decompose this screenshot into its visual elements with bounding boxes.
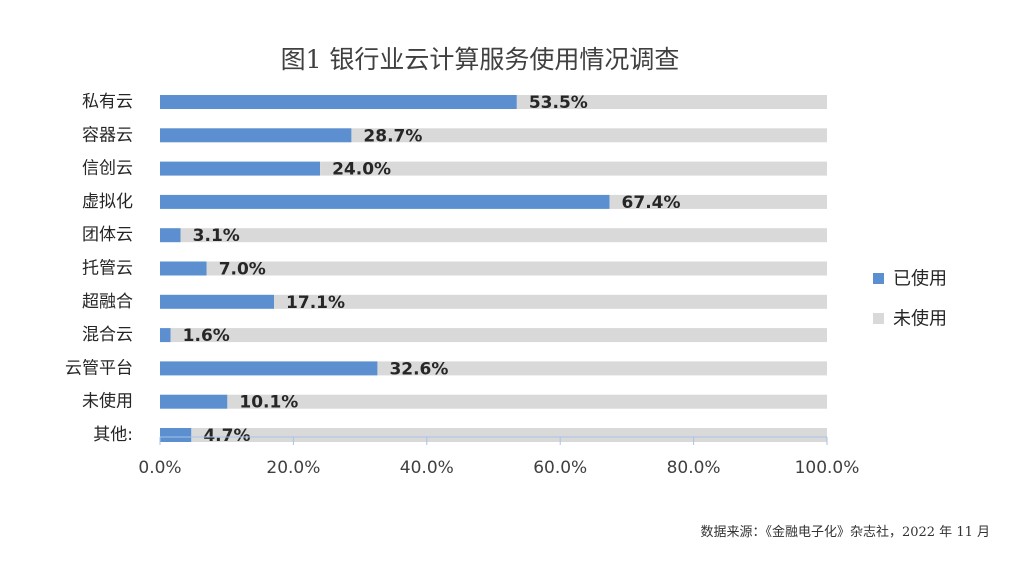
bar-unused — [516, 95, 827, 109]
x-tick-label: 80.0% — [667, 458, 721, 478]
bar-used — [160, 428, 192, 442]
data-label: 53.5% — [529, 93, 588, 113]
category-label: 容器云 — [82, 125, 133, 145]
category-label: 超融合 — [82, 292, 133, 312]
bar-used — [160, 161, 321, 176]
bar-used — [160, 394, 228, 409]
data-labels: 53.5% 28.7% 24.0% 67.4% 3.1% 7.0% 17.1% 1.6% 32.… — [183, 93, 681, 446]
data-label: 32.6% — [389, 359, 448, 379]
category-label: 私有云 — [82, 92, 133, 112]
bar-used — [160, 95, 517, 109]
bar-unused — [351, 128, 827, 143]
x-tick-label: 100.0% — [795, 458, 860, 478]
x-tick-label: 20.0% — [266, 458, 320, 478]
bar-unused — [377, 361, 827, 376]
bar-used — [160, 361, 378, 376]
bar-unused — [320, 161, 827, 176]
data-label: 3.1% — [193, 226, 240, 246]
category-label: 虚拟化 — [82, 192, 133, 212]
bar-used — [160, 228, 181, 243]
data-label: 10.1% — [239, 393, 298, 413]
x-tick-label: 0.0% — [138, 458, 181, 478]
category-label: 未使用 — [82, 391, 133, 412]
bar-unused — [206, 261, 827, 276]
data-label: 28.7% — [363, 126, 422, 146]
data-label: 17.1% — [286, 293, 345, 313]
data-label: 24.0% — [332, 160, 391, 180]
legend-swatch — [873, 273, 884, 284]
bar-unused — [227, 394, 827, 409]
legend-label: 已使用 — [893, 269, 947, 290]
bar-used — [160, 128, 352, 143]
bar-unused — [180, 228, 827, 243]
category-label: 混合云 — [82, 325, 133, 345]
bar-used — [160, 261, 207, 276]
bar-unused — [274, 294, 827, 309]
data-label: 4.7% — [203, 426, 250, 446]
x-axis: 0.0% 20.0% 40.0% 60.0% 80.0% 100.0% — [138, 436, 860, 478]
x-tick-label: 40.0% — [400, 458, 454, 478]
bar-unused — [191, 428, 827, 442]
category-label: 托管云 — [82, 259, 133, 279]
data-label: 1.6% — [183, 326, 230, 346]
bar-unused — [170, 328, 827, 343]
bar-used — [160, 194, 610, 209]
bar-unused — [609, 194, 827, 209]
bars-group — [160, 95, 827, 442]
bar-used — [160, 294, 275, 309]
data-label: 67.4% — [622, 193, 681, 213]
chart-title: 图1 银行业云计算服务使用情况调查 — [280, 45, 680, 74]
legend-swatch — [873, 313, 884, 324]
legend-label: 未使用 — [893, 309, 947, 330]
data-label: 7.0% — [219, 260, 266, 280]
x-tick-label: 60.0% — [533, 458, 587, 478]
source-note: 数据来源：《金融电子化》杂志社，2022 年 11 月 — [700, 525, 990, 540]
bar-used — [160, 328, 171, 343]
category-label: 信创云 — [82, 159, 133, 179]
category-label: 云管平台 — [65, 358, 133, 378]
category-label: 团体云 — [82, 225, 133, 245]
category-label: 其他: — [93, 425, 133, 445]
